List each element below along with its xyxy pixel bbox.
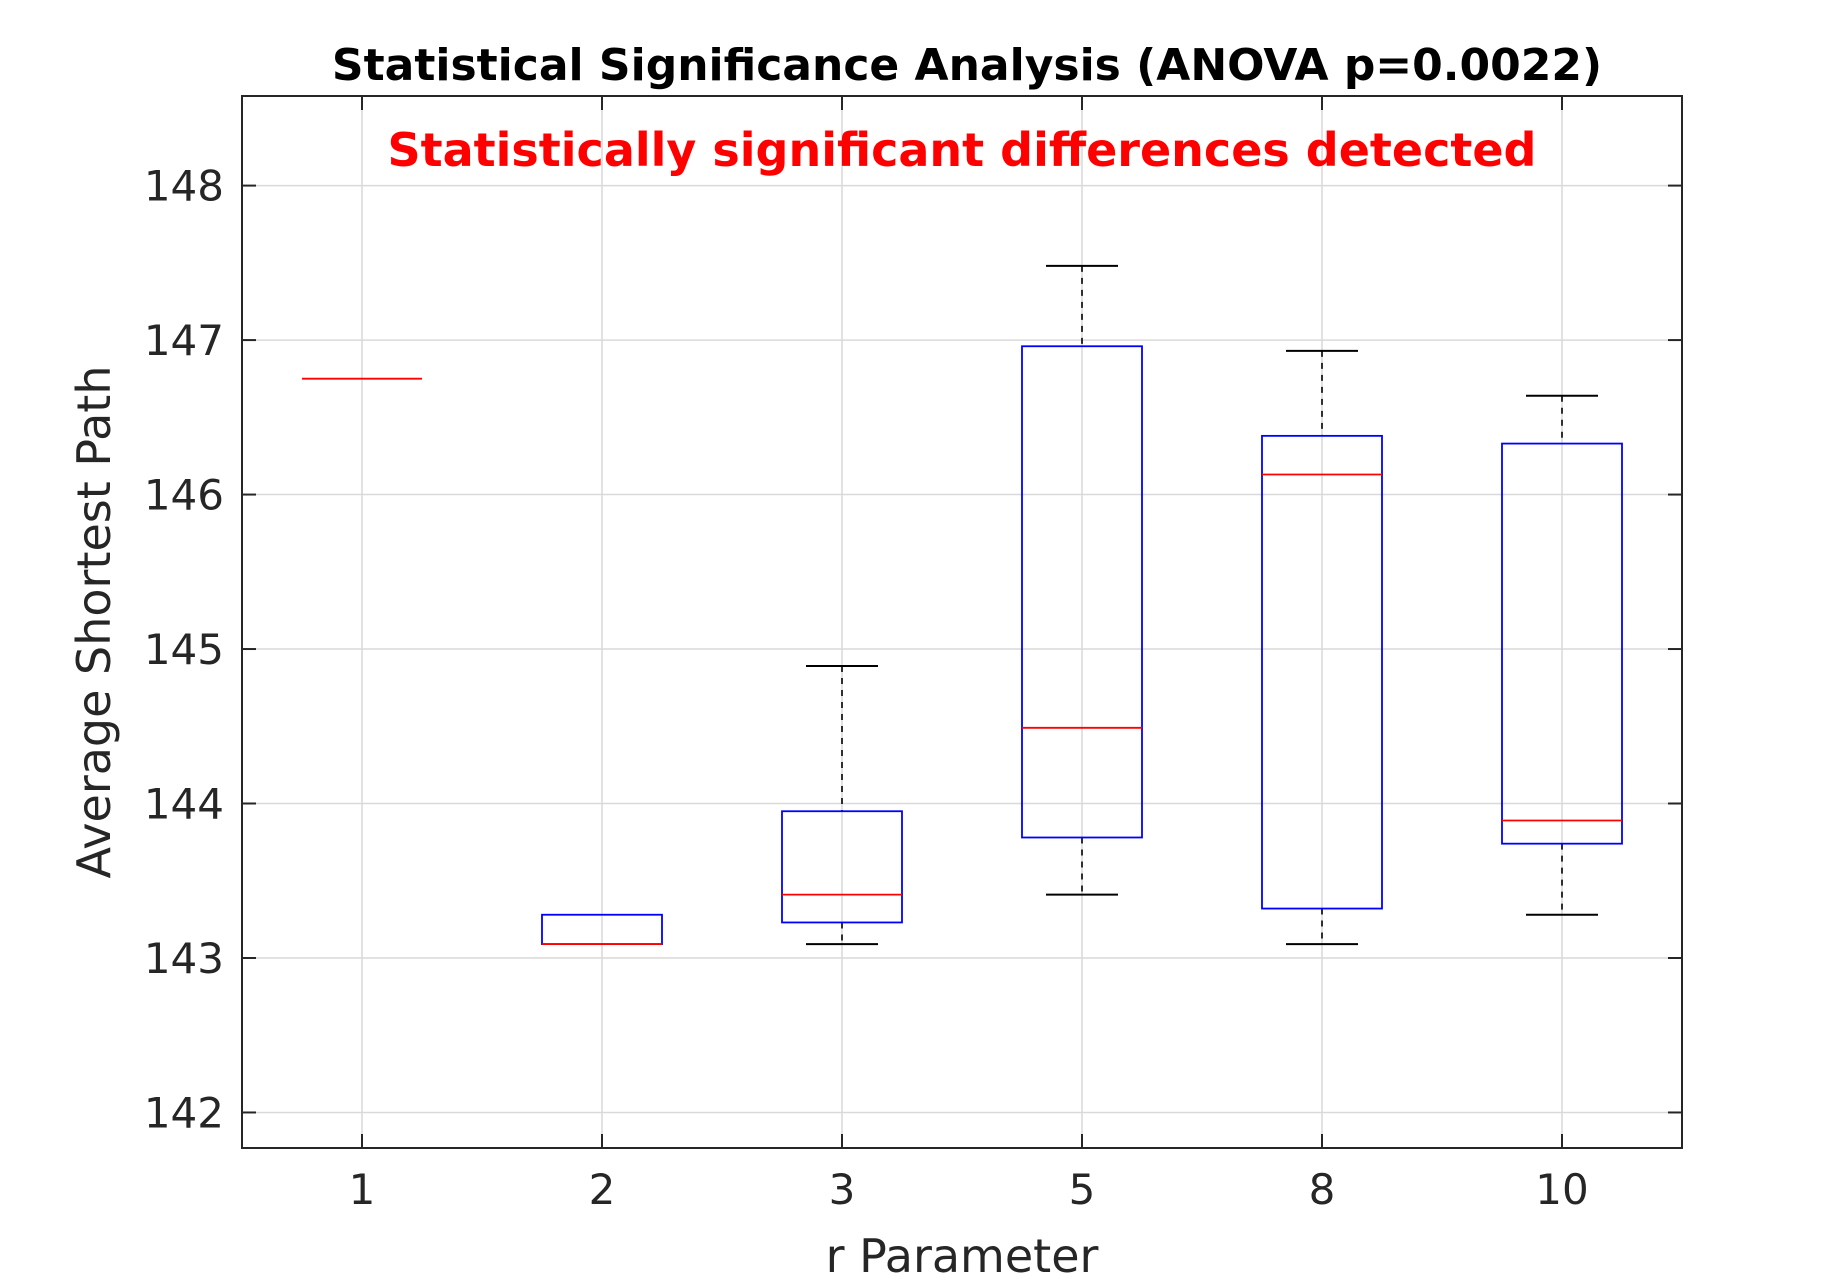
y-tick-label: 142: [144, 1088, 224, 1137]
y-tick-label: 143: [144, 934, 224, 983]
y-tick-label: 144: [144, 780, 224, 829]
significance-annotation: Statistically significant differences de…: [388, 123, 1537, 177]
box-elements: [302, 264, 1623, 946]
y-tick-label: 147: [144, 316, 224, 365]
box-group-2: [541, 913, 663, 945]
x-axis-label: r Parameter: [826, 1229, 1099, 1281]
box-group-10: [1501, 394, 1623, 916]
y-axis-label: Average Shortest Path: [67, 366, 121, 879]
y-tick-label: 148: [144, 162, 224, 211]
x-tick-label: 3: [829, 1165, 856, 1214]
y-tick-label: 146: [144, 471, 224, 520]
iqr-box: [781, 810, 903, 924]
box-group-8: [1261, 349, 1383, 946]
x-tick-label: 10: [1535, 1165, 1588, 1214]
x-tick-label: 2: [589, 1165, 616, 1214]
iqr-box: [1021, 345, 1143, 839]
x-tick-label: 1: [349, 1165, 376, 1214]
y-tick-labels: 142 143 144 145 146 147 148: [144, 162, 224, 1138]
y-tick-label: 145: [144, 625, 224, 674]
box-group-5: [1021, 264, 1143, 896]
box-group-3: [781, 665, 903, 946]
x-tick-labels: 1 2 3 5 8 10: [349, 1165, 1589, 1214]
plot-area-frame: [241, 95, 1683, 1149]
iqr-box: [1501, 442, 1623, 845]
x-tick-label: 8: [1309, 1165, 1336, 1214]
axis-ticks: [242, 96, 1682, 1148]
chart-title: Statistical Significance Analysis (ANOVA…: [332, 40, 1602, 91]
x-tick-label: 5: [1069, 1165, 1096, 1214]
iqr-box: [1261, 434, 1383, 910]
